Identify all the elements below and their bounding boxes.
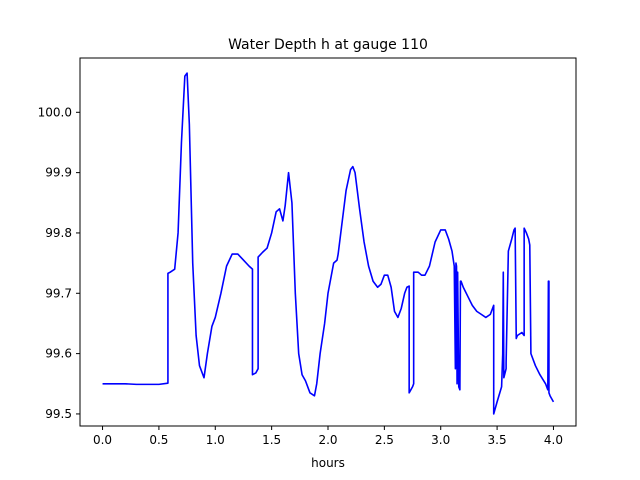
axes-frame — [79, 57, 577, 427]
y-tick-label: 99.9 — [45, 166, 72, 180]
x-tick-label: 1.5 — [262, 433, 281, 447]
y-tick-label: 99.7 — [45, 286, 72, 300]
chart-title: Water Depth h at gauge 110 — [228, 37, 428, 53]
y-tick-label: 99.8 — [45, 226, 72, 240]
y-axis-ticks: 99.5 99.6 99.7 99.8 99.9 100.0 — [38, 105, 80, 421]
x-tick-label: 2.5 — [375, 433, 394, 447]
series-line-0 — [102, 72, 555, 415]
x-tick-label: 2.0 — [318, 433, 337, 447]
x-tick-label: 3.0 — [431, 433, 450, 447]
x-tick-label: 0.5 — [149, 433, 168, 447]
x-tick-label: 4.0 — [544, 433, 563, 447]
y-tick-label: 100.0 — [38, 105, 72, 119]
y-tick-label: 99.5 — [45, 407, 72, 421]
x-axis-label: hours — [311, 456, 345, 470]
plot-area — [102, 72, 555, 415]
x-axis-ticks: 0.0 0.5 1.0 1.5 2.0 2.5 3.0 3.5 4.0 — [93, 426, 563, 447]
x-tick-label: 0.0 — [93, 433, 112, 447]
x-tick-label: 1.0 — [206, 433, 225, 447]
x-tick-label: 3.5 — [488, 433, 507, 447]
y-tick-label: 99.6 — [45, 347, 72, 361]
